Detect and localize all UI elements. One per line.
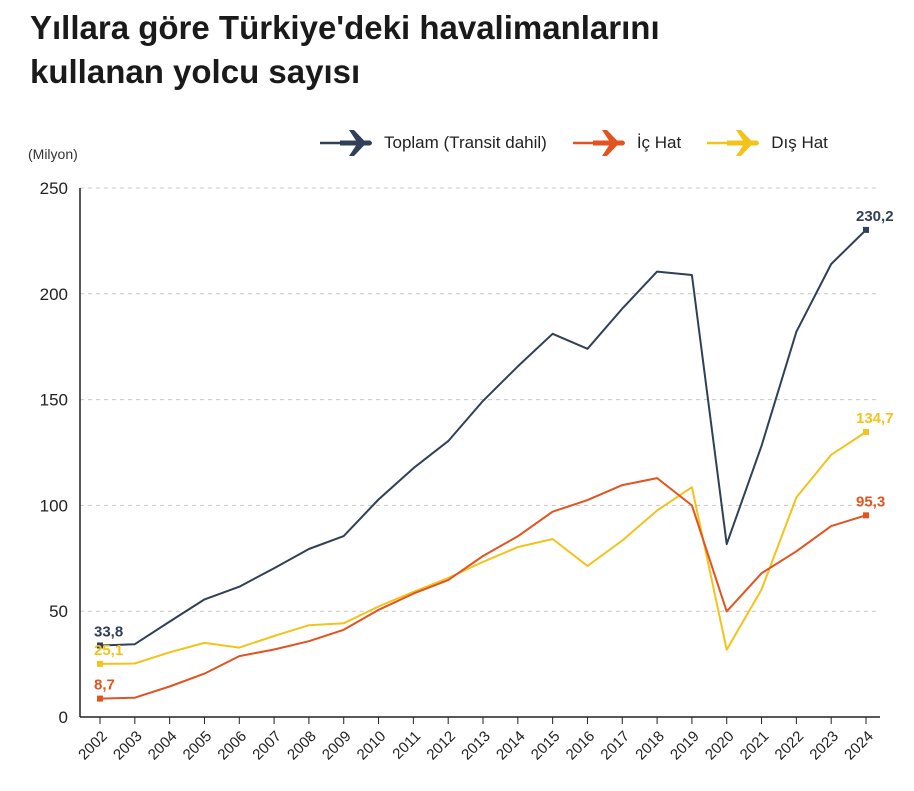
x-tick-label: 2002	[75, 728, 111, 764]
legend-item-international: Dış Hat	[707, 128, 828, 158]
legend-label-total: Toplam (Transit dahil)	[384, 133, 547, 152]
x-tick-label: 2010	[354, 728, 390, 764]
x-tick-label: 2014	[493, 728, 529, 764]
x-tick-label: 2016	[563, 728, 599, 764]
x-tick-label: 2009	[319, 728, 355, 764]
x-tick-label: 2007	[249, 728, 285, 764]
x-tick-label: 2012	[423, 728, 459, 764]
y-axis-unit-label: (Milyon)	[28, 146, 78, 162]
data-label-first: 33,8	[94, 623, 123, 640]
x-tick-label: 2022	[772, 728, 808, 764]
airplane-icon	[572, 130, 625, 156]
x-tick-label: 2017	[597, 728, 633, 764]
x-tick-label: 2003	[110, 728, 146, 764]
y-tick-label: 50	[49, 602, 68, 621]
x-tick-label: 2008	[284, 728, 320, 764]
chart-title-line-1: Yıllara göre Türkiye'deki havalimanların…	[30, 9, 660, 46]
x-tick-label: 2024	[841, 728, 877, 764]
y-tick-label: 250	[40, 179, 68, 198]
legend-item-total: Toplam (Transit dahil)	[320, 128, 547, 158]
airplane-icon	[320, 130, 372, 156]
data-label-last: 95,3	[856, 493, 885, 510]
chart-title: Yıllara göre Türkiye'deki havalimanların…	[30, 6, 890, 94]
x-tick-label: 2015	[528, 728, 564, 764]
y-tick-label: 0	[59, 708, 68, 727]
chart-title-line-2: kullanan yolcu sayısı	[30, 53, 361, 90]
data-label-first: 8,7	[94, 677, 115, 694]
x-tick-label: 2005	[180, 728, 216, 764]
legend-label-international: Dış Hat	[771, 133, 828, 152]
data-label-last: 230,2	[856, 208, 894, 225]
data-point-marker	[97, 660, 103, 667]
y-tick-label: 100	[40, 496, 68, 515]
data-point-marker	[97, 642, 103, 649]
legend-label-domestic: İç Hat	[636, 133, 682, 152]
x-tick-label: 2020	[702, 728, 738, 764]
data-point-marker	[863, 428, 869, 435]
data-point-marker	[863, 512, 869, 519]
x-tick-label: 2021	[737, 728, 773, 764]
x-tick-label: 2013	[458, 728, 494, 764]
series-line-2	[99, 431, 867, 665]
data-label-last: 134,7	[856, 410, 894, 427]
data-label-first: 25,1	[94, 642, 123, 659]
y-tick-label: 150	[40, 391, 68, 410]
x-tick-label: 2006	[214, 728, 250, 764]
legend-item-domestic: İç Hat	[572, 128, 682, 158]
data-point-marker	[97, 695, 103, 702]
series-line-0	[99, 229, 867, 647]
x-tick-label: 2018	[632, 728, 668, 764]
series-line-1	[99, 477, 867, 700]
y-tick-label: 200	[40, 285, 68, 304]
x-tick-label: 2011	[389, 728, 424, 763]
x-tick-label: 2023	[806, 728, 842, 764]
data-point-marker	[863, 226, 869, 233]
x-tick-label: 2004	[145, 728, 181, 764]
x-tick-label: 2019	[667, 728, 703, 764]
airplane-icon	[707, 130, 760, 156]
chart-legend: Toplam (Transit dahil) İç Hat Dış Hat	[320, 128, 854, 158]
